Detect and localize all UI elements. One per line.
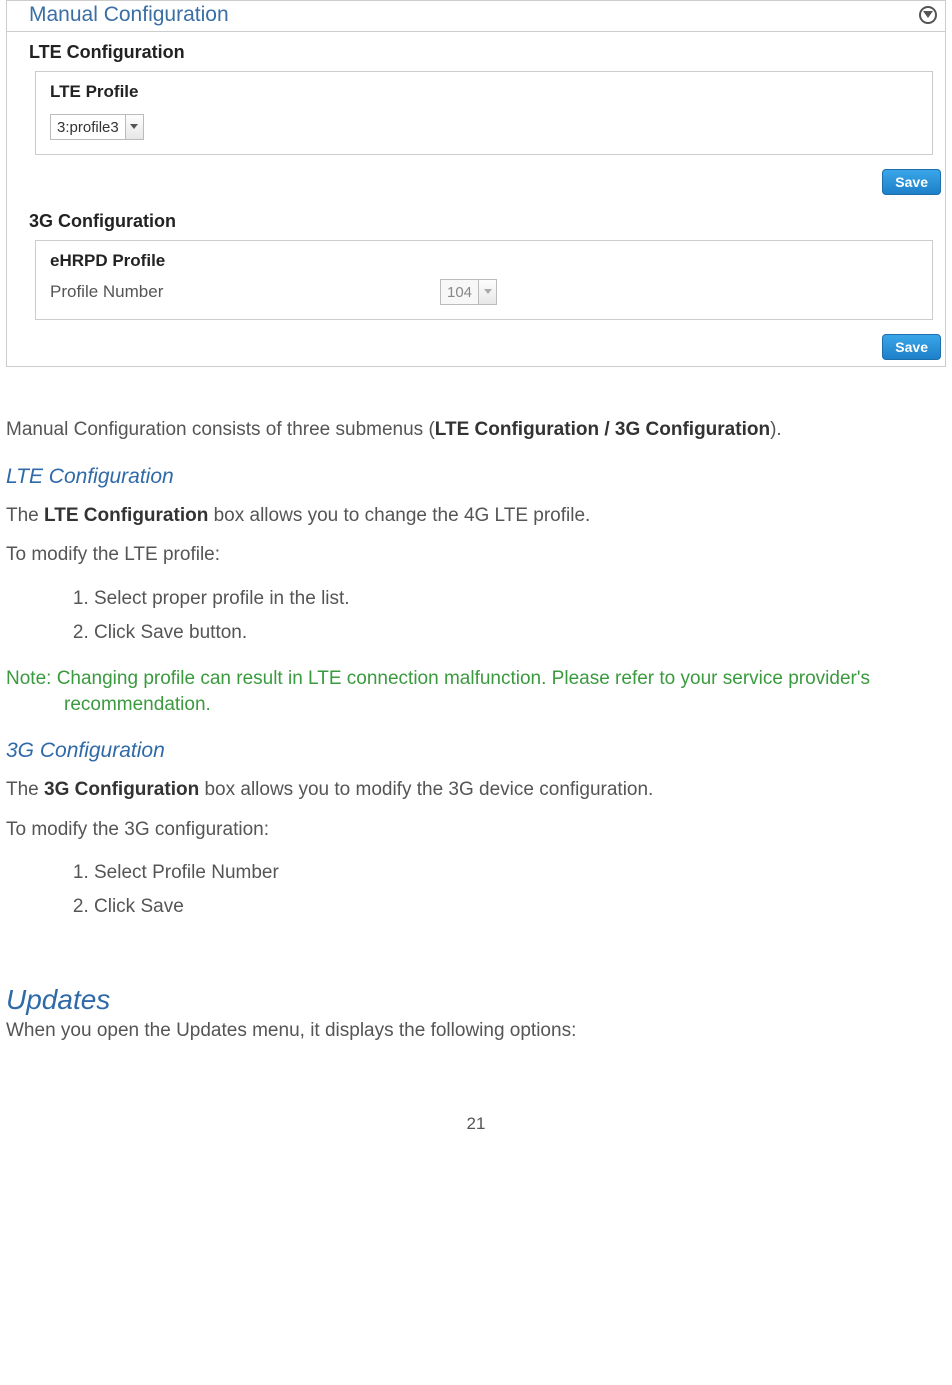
- lte-save-button[interactable]: Save: [882, 169, 941, 195]
- panel-title: Manual Configuration: [29, 3, 229, 27]
- updates-desc: When you open the Updates menu, it displ…: [6, 1018, 946, 1044]
- profile-number-label: Profile Number: [50, 282, 440, 302]
- updates-heading: Updates: [6, 984, 946, 1016]
- lte-steps-list: Select proper profile in the list. Click…: [6, 582, 946, 650]
- ehrpd-label: eHRPD Profile: [36, 241, 932, 279]
- list-item: Click Save button.: [94, 616, 946, 650]
- g3-box: eHRPD Profile Profile Number 104: [35, 240, 933, 320]
- g3-modify-intro: To modify the 3G configuration:: [6, 817, 946, 843]
- list-item: Click Save: [94, 890, 946, 924]
- lte-heading: LTE Configuration: [6, 465, 946, 489]
- g3-save-button[interactable]: Save: [882, 334, 941, 360]
- collapse-icon[interactable]: [919, 6, 937, 24]
- page-number: 21: [6, 1114, 946, 1134]
- lte-profile-value: 3:profile3: [51, 115, 125, 139]
- lte-section-title: LTE Configuration: [7, 32, 945, 71]
- lte-profile-select[interactable]: 3:profile3: [50, 114, 144, 140]
- g3-section-title: 3G Configuration: [7, 201, 945, 240]
- list-item: Select proper profile in the list.: [94, 582, 946, 616]
- lte-box: LTE Profile 3:profile3: [35, 71, 933, 155]
- lte-desc: The LTE Configuration box allows you to …: [6, 503, 946, 529]
- chevron-down-icon[interactable]: [125, 115, 143, 139]
- g3-heading: 3G Configuration: [6, 739, 946, 763]
- manual-config-panel: Manual Configuration LTE Configuration L…: [6, 0, 946, 367]
- lte-modify-intro: To modify the LTE profile:: [6, 542, 946, 568]
- chevron-down-icon[interactable]: [478, 280, 496, 304]
- intro-paragraph: Manual Configuration consists of three s…: [6, 417, 946, 443]
- panel-header: Manual Configuration: [7, 1, 945, 32]
- profile-number-select[interactable]: 104: [440, 279, 497, 305]
- g3-steps-list: Select Profile Number Click Save: [6, 856, 946, 924]
- lte-profile-label: LTE Profile: [36, 72, 932, 110]
- g3-desc: The 3G Configuration box allows you to m…: [6, 777, 946, 803]
- profile-number-value: 104: [441, 280, 478, 304]
- list-item: Select Profile Number: [94, 856, 946, 890]
- note-text: Note: Changing profile can result in LTE…: [6, 666, 946, 717]
